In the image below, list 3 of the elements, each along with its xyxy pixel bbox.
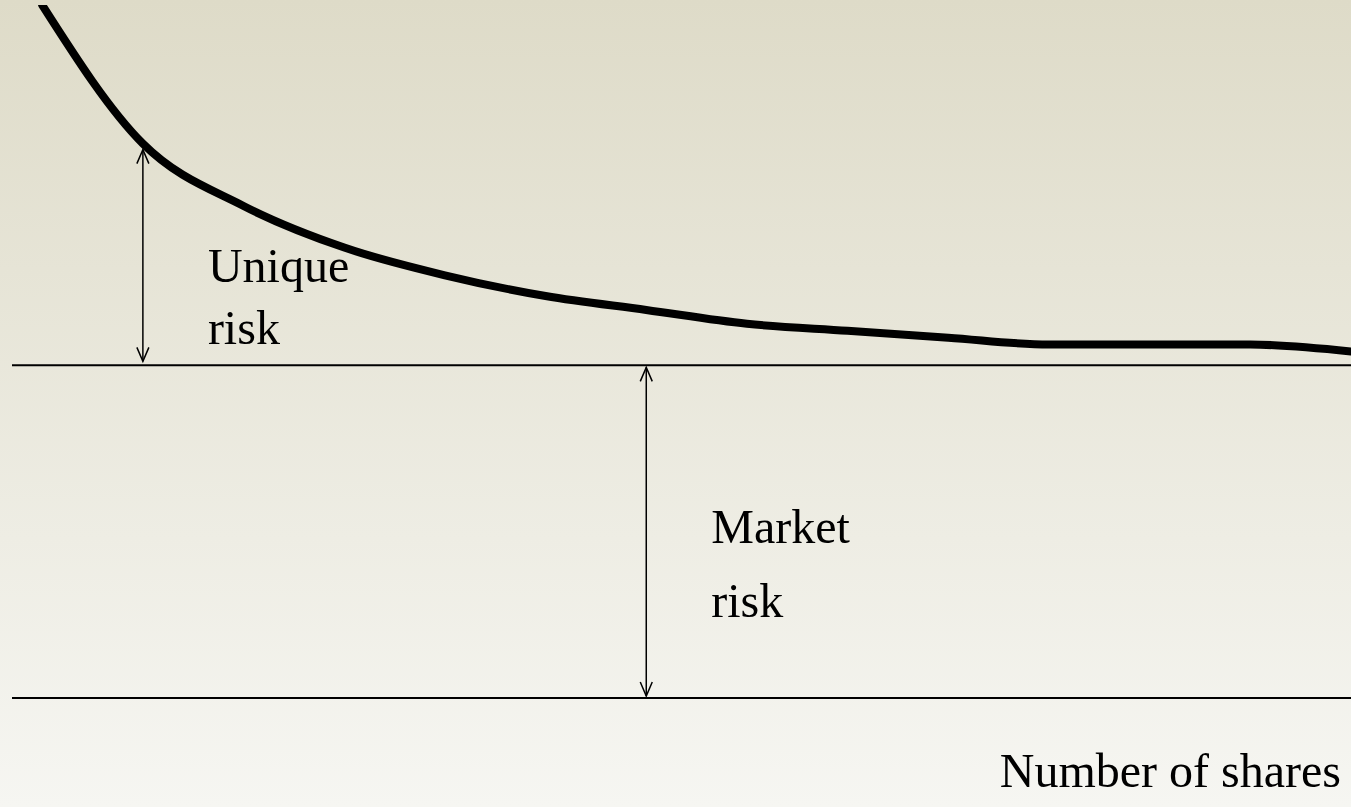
x-axis-title: Number of shares — [999, 744, 1341, 797]
annotation: Market risk — [711, 499, 851, 630]
annotation: Unique risk — [207, 238, 351, 357]
